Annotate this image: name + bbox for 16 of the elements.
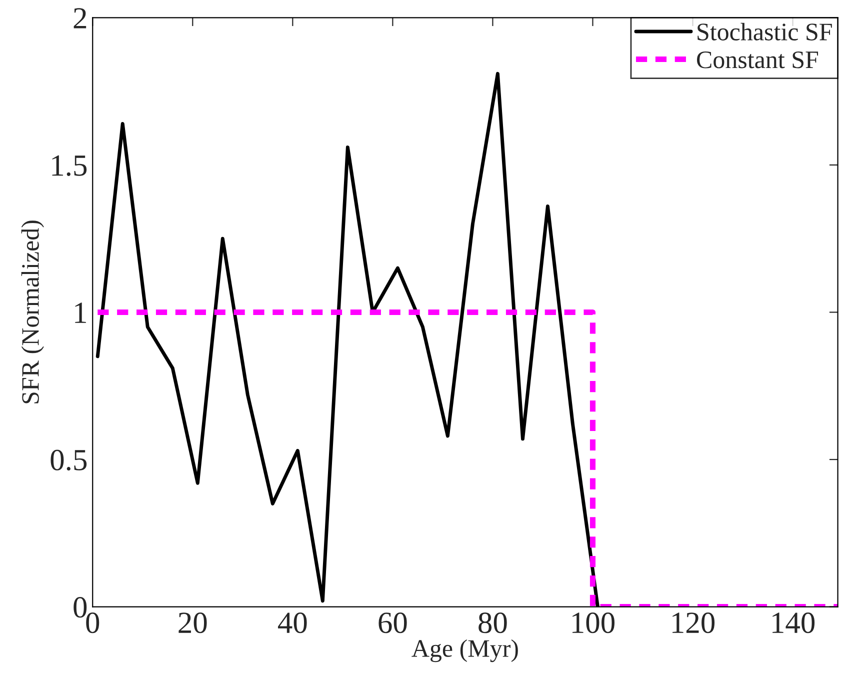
x-tick-label: 40 <box>278 612 307 634</box>
y-axis-title: SFR (Normalized) <box>21 220 44 404</box>
y-tick-label: 1 <box>75 302 86 323</box>
x-tick-label: 80 <box>478 612 507 634</box>
x-tick-label: 120 <box>672 612 715 634</box>
y-tick-label: 2 <box>74 8 86 28</box>
y-tick-label: 0.5 <box>50 450 87 471</box>
x-tick-label: 140 <box>772 612 815 634</box>
x-tick-label: 60 <box>378 612 407 634</box>
x-tick-label: 100 <box>572 612 614 634</box>
text: Stochastic SF <box>698 22 832 40</box>
legend-label: Constant SF <box>697 51 818 68</box>
y-tick-label: 0 <box>74 597 87 618</box>
y-tick-label: 1.5 <box>52 155 87 176</box>
x-tick-label: 20 <box>178 612 207 634</box>
x-axis-title: Age (Myr) <box>412 639 518 662</box>
